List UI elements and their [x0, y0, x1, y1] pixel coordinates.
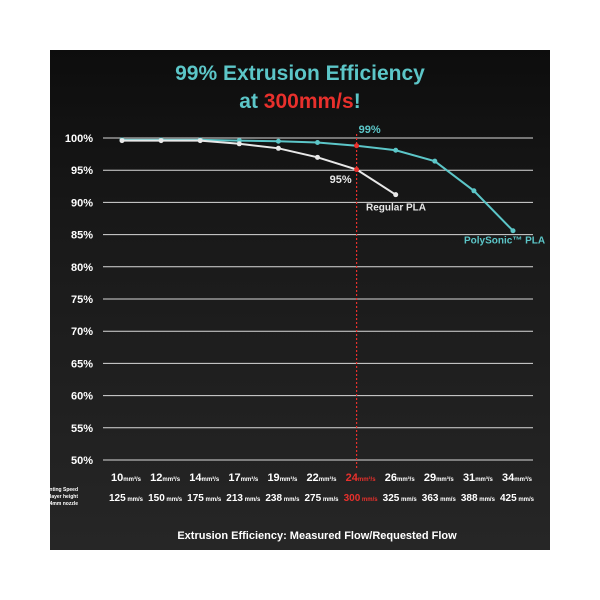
chart-title-line2: at 300mm/s!	[239, 90, 360, 113]
y-tick-label: 95%	[71, 165, 93, 177]
x-tick-speed: 363 mm/s	[422, 493, 457, 504]
chart-panel	[50, 50, 550, 550]
annotation-99: 99%	[359, 124, 381, 136]
series-line-polysonic	[122, 138, 514, 232]
x-tick-speed: 300 mm/s	[344, 493, 379, 504]
x-tick-flow: 19mm³/s	[267, 472, 298, 484]
data-point	[393, 147, 399, 153]
x-tick-flow: 29mm³/s	[424, 472, 455, 484]
data-point	[275, 145, 281, 151]
x-axis-label: Extrusion Efficiency: Measured Flow/Requ…	[177, 530, 457, 542]
legend-polysonic-pla: PolySonic™ PLA	[464, 236, 545, 247]
x-tick-speed: 425 mm/s	[500, 493, 535, 504]
x-tick-flow: 17mm³/s	[228, 472, 259, 484]
annotation-95: 95%	[330, 174, 352, 186]
row-label-3: with 0.4mm nozzle	[33, 501, 78, 507]
data-point	[510, 228, 516, 234]
x-tick-flow: 34mm³/s	[502, 472, 533, 484]
x-tick-flow: 31mm³/s	[463, 472, 494, 484]
data-point	[471, 188, 477, 194]
data-point	[393, 192, 399, 198]
y-tick-label: 70%	[71, 326, 93, 338]
x-tick-speed: 325 mm/s	[383, 493, 418, 504]
y-tick-label: 100%	[65, 133, 93, 145]
data-point	[236, 141, 242, 147]
x-tick-speed: 388 mm/s	[461, 493, 496, 504]
data-point	[158, 138, 164, 144]
x-tick-flow: 24mm³/s	[346, 472, 377, 484]
y-tick-label: 90%	[71, 197, 93, 209]
x-tick-speed: 175 mm/s	[187, 493, 222, 504]
x-tick-speed: 238 mm/s	[265, 493, 300, 504]
data-point	[119, 138, 125, 144]
x-tick-flow: 22mm³/s	[307, 472, 338, 484]
x-tick-speed: 213 mm/s	[226, 493, 261, 504]
row-label-2: at 0.2mm layer height	[27, 494, 78, 500]
y-tick-label: 85%	[71, 230, 93, 242]
y-tick-label: 75%	[71, 294, 93, 306]
data-point	[315, 154, 320, 160]
row-label-1: Printing Speed	[43, 487, 78, 493]
y-tick-label: 55%	[71, 423, 93, 435]
data-point	[432, 158, 438, 164]
x-tick-flow: 14mm³/s	[189, 472, 220, 484]
y-tick-label: 50%	[71, 455, 93, 467]
data-point	[197, 138, 203, 144]
y-tick-label: 65%	[71, 358, 93, 370]
x-tick-flow: 12mm³/s	[150, 472, 181, 484]
chart-title-line1: 99% Extrusion Efficiency	[175, 62, 425, 85]
y-tick-label: 60%	[71, 391, 93, 403]
data-point	[354, 167, 360, 173]
x-tick-flow: 10mm³/s	[111, 472, 142, 484]
data-point	[315, 140, 320, 146]
legend-regular-pla: Regular PLA	[366, 203, 426, 214]
data-point	[354, 143, 360, 149]
x-tick-speed: 125 mm/s	[109, 493, 144, 504]
data-point	[275, 138, 281, 144]
y-tick-label: 80%	[71, 262, 93, 274]
x-tick-speed: 150 mm/s	[148, 493, 183, 504]
series-line-regular	[122, 139, 397, 196]
x-tick-flow: 26mm³/s	[385, 472, 416, 484]
x-tick-speed: 275 mm/s	[304, 493, 339, 504]
